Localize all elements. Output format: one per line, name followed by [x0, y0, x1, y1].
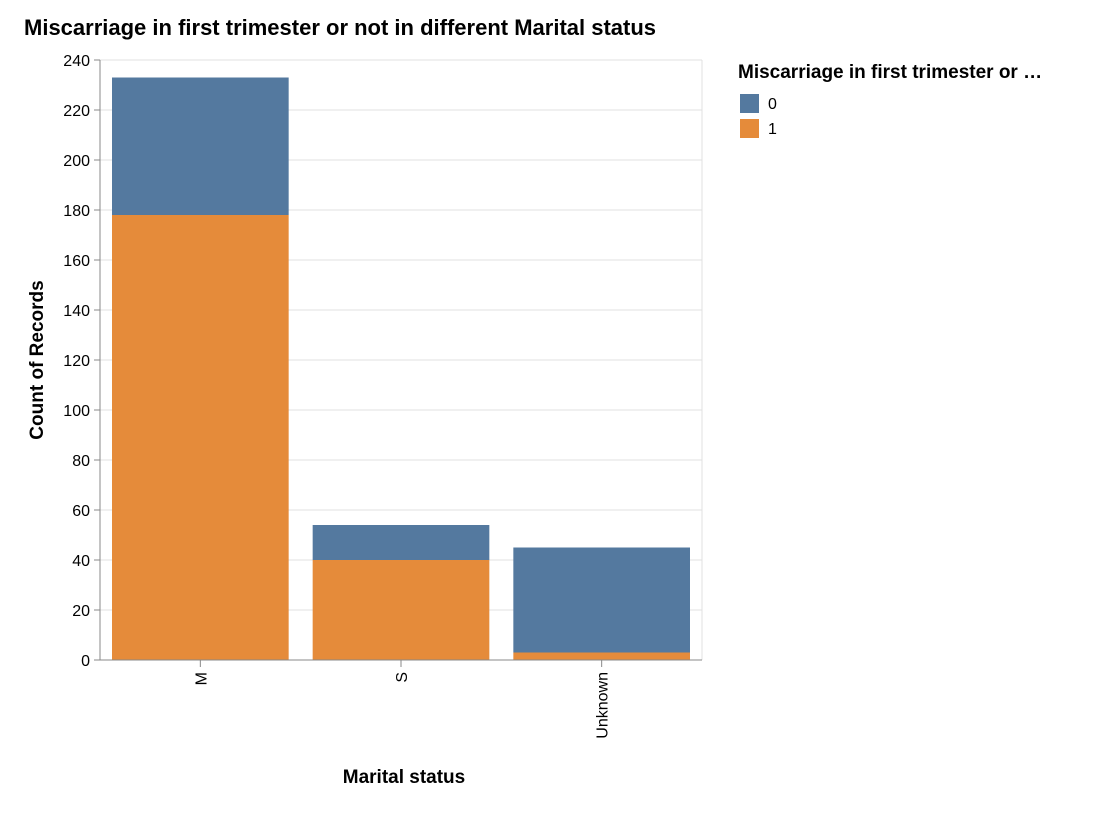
x-tick-label: M [193, 672, 210, 685]
y-tick-label: 240 [63, 53, 90, 70]
chart-title: Miscarriage in first trimester or not in… [24, 15, 656, 40]
legend: Miscarriage in first trimester or … 01 [738, 62, 1042, 138]
legend-swatch [740, 119, 759, 138]
bars [112, 77, 690, 660]
y-tick-label: 80 [72, 453, 90, 470]
bar-unknown-series-1 [513, 652, 690, 660]
y-tick-label: 180 [63, 203, 90, 220]
legend-items: 01 [740, 94, 777, 138]
y-tick-label: 140 [63, 303, 90, 320]
y-tick-label: 220 [63, 103, 90, 120]
legend-label: 0 [768, 96, 777, 113]
legend-swatch [740, 94, 759, 113]
x-tick-label: S [394, 672, 411, 683]
y-tick-label: 200 [63, 153, 90, 170]
y-tick-label: 20 [72, 603, 90, 620]
x-axis-title: Marital status [343, 767, 465, 788]
bar-s-series-1 [312, 560, 490, 660]
y-tick-label: 120 [63, 353, 90, 370]
x-axis-ticks: M S Unknown [193, 660, 612, 739]
legend-title: Miscarriage in first trimester or … [738, 62, 1042, 83]
y-tick-label: 60 [72, 503, 90, 520]
y-tick-label: 160 [63, 253, 90, 270]
y-tick-label: 100 [63, 403, 90, 420]
y-axis-ticks: 0 20 40 60 80 100 120 140 160 180 200 220 240 [63, 53, 100, 670]
bar-m-series-0 [112, 77, 289, 215]
y-tick-label: 40 [72, 553, 90, 570]
bar-m-series-1 [112, 215, 289, 660]
y-axis-title: Count of Records [27, 280, 48, 439]
bar-s-series-0 [312, 525, 490, 560]
bar-unknown-series-0 [513, 547, 690, 653]
y-tick-label: 0 [81, 653, 90, 670]
x-tick-label: Unknown [595, 672, 612, 739]
legend-label: 1 [768, 121, 777, 138]
